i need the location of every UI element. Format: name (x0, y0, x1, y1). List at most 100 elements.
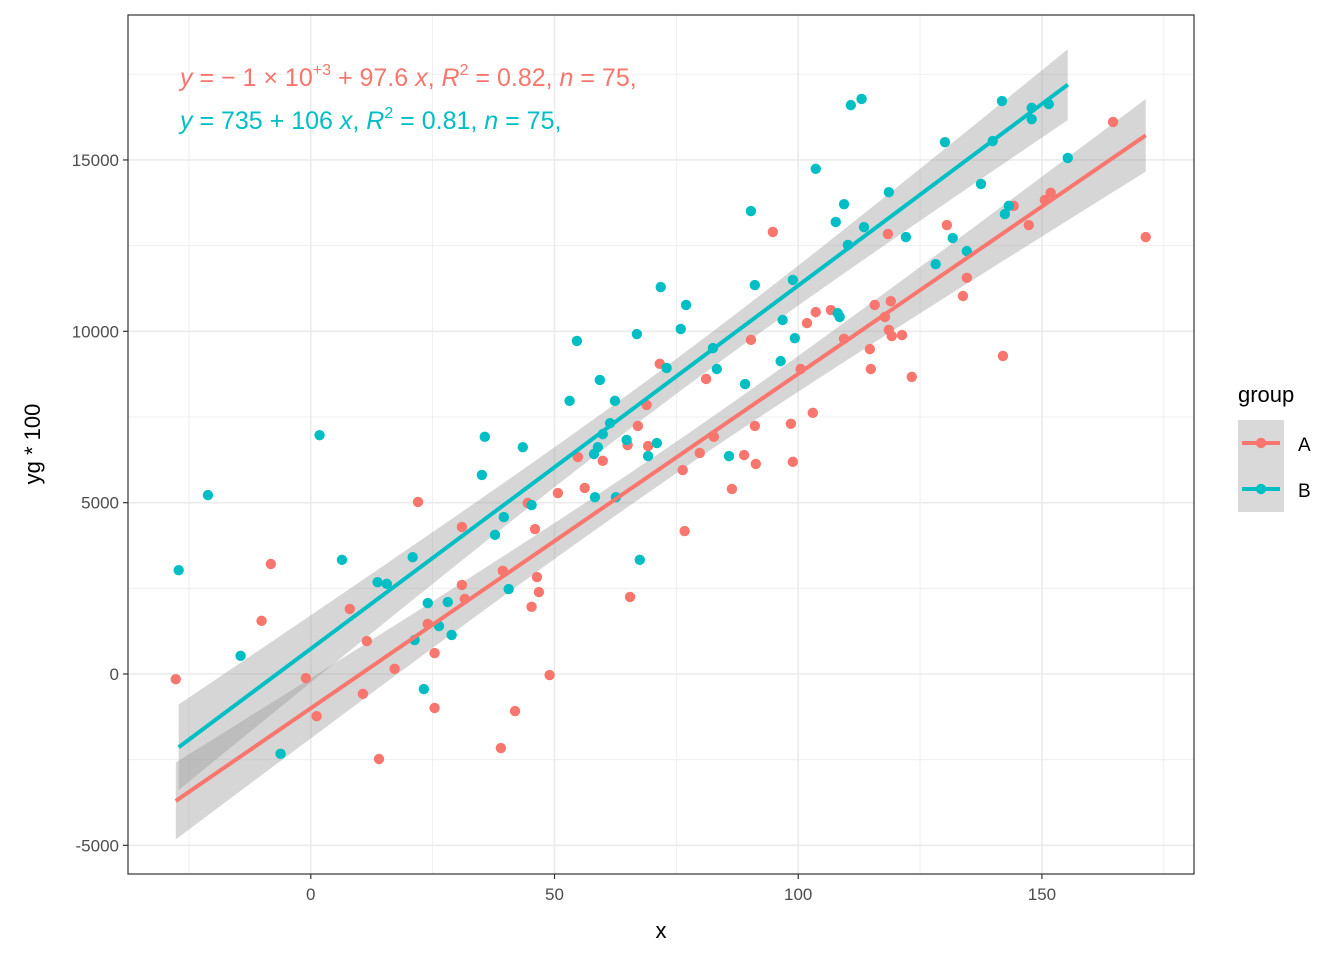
y-tick-label: 10000 (72, 322, 119, 341)
legend-title: group (1238, 382, 1294, 407)
data-point-B (834, 311, 845, 323)
data-point-A (357, 688, 369, 700)
data-point-B (777, 314, 788, 326)
data-point-B (503, 583, 514, 595)
data-point-B (651, 437, 663, 449)
data-point-A (941, 219, 953, 231)
data-point-A (700, 373, 712, 385)
data-point-B (883, 186, 895, 198)
data-point-B (961, 245, 973, 257)
data-point-A (495, 742, 507, 754)
data-point-A (373, 753, 385, 765)
axis-ticks: 0 50 100 150 -5000 0 5000 10000 15000 (72, 151, 1056, 904)
data-point-B (418, 683, 430, 695)
data-point-B (173, 564, 184, 576)
data-point-A (957, 290, 969, 302)
data-point-B (517, 441, 529, 453)
y-tick-label: 5000 (81, 494, 119, 513)
data-point-B (739, 378, 751, 390)
data-point-A (579, 482, 590, 494)
data-point-A (750, 458, 762, 470)
equation-segment: y (178, 107, 194, 135)
data-point-B (634, 554, 645, 566)
data-point-A (642, 440, 654, 452)
data-point-A (552, 487, 564, 499)
data-point-A (738, 449, 750, 461)
data-point-B (1026, 113, 1037, 125)
data-point-B (675, 323, 686, 335)
legend-label-B: B (1298, 481, 1311, 502)
equation-segment: 2 (460, 62, 469, 79)
equation-segment: = − 1 × 10 (193, 64, 313, 92)
data-point-A (526, 601, 537, 613)
data-point-A (624, 591, 636, 603)
data-point-A (1140, 231, 1151, 243)
fit-lines (174, 83, 1147, 803)
data-point-A (456, 579, 468, 591)
data-point-A (344, 603, 355, 615)
data-point-B (858, 221, 870, 233)
data-point-B (975, 178, 987, 190)
grid (128, 15, 1194, 874)
data-point-B (680, 299, 692, 311)
data-point-B (592, 441, 604, 453)
data-point-B (314, 429, 325, 441)
equation-label-B: y = 735 + 106 x, R2 = 0.81, n = 75, (178, 105, 561, 135)
data-point-A (311, 710, 322, 722)
data-point-A (456, 521, 468, 533)
data-point-B (745, 205, 757, 217)
equation-segment: 2 (384, 105, 393, 122)
data-point-A (572, 451, 584, 463)
data-point-A (412, 496, 424, 508)
equation-segment: , (428, 64, 442, 92)
equation-segment: = 0.82, (468, 64, 559, 92)
data-point-A (787, 456, 799, 468)
data-point-A (807, 407, 819, 419)
fit-line-A (174, 133, 1147, 803)
data-point-B (838, 198, 850, 210)
data-point-B (810, 163, 821, 175)
data-point-A (810, 306, 821, 318)
data-point-B (442, 596, 453, 608)
y-tick-label: 15000 (72, 151, 119, 170)
data-point-A (869, 299, 880, 311)
data-point-A (170, 673, 181, 685)
data-point-B (446, 629, 457, 641)
x-tick-label: 50 (545, 885, 564, 904)
data-point-B (999, 208, 1011, 220)
data-point-A (677, 464, 688, 476)
data-point-B (479, 431, 490, 443)
data-point-B (900, 231, 912, 243)
data-point-A (533, 586, 545, 598)
equation-segment: = 735 + 106 (193, 107, 340, 135)
data-point-A (361, 635, 373, 647)
confidence-band-B (178, 49, 1068, 791)
data-point-A (865, 363, 877, 375)
equations: y = − 1 × 10+3 + 97.6 x, R2 = 0.82, n = … (178, 62, 637, 135)
x-tick-label: 150 (1028, 885, 1056, 904)
data-point-B (407, 551, 418, 563)
y-tick-label: -5000 (76, 836, 119, 855)
data-point-B (856, 93, 867, 105)
data-point-B (939, 136, 951, 148)
data-point-A (745, 334, 757, 346)
equation-segment: n (560, 64, 574, 92)
data-point-B (336, 554, 348, 566)
data-point-A (997, 350, 1009, 362)
data-point-B (571, 335, 583, 347)
y-tick-label: 0 (110, 665, 119, 684)
equation-segment: = 75, (498, 107, 561, 135)
data-point-A (679, 525, 690, 537)
equation-segment: R (366, 107, 384, 135)
data-point-A (529, 523, 541, 535)
data-point-A (597, 455, 608, 467)
legend-label-A: A (1298, 435, 1311, 456)
data-point-B (830, 216, 841, 228)
data-point-A (300, 672, 312, 684)
data-point-A (885, 295, 897, 307)
data-point-A (961, 272, 973, 284)
y-axis-title: yg * 100 (20, 404, 45, 485)
data-point-A (429, 702, 440, 714)
equation-segment: n (484, 107, 498, 135)
